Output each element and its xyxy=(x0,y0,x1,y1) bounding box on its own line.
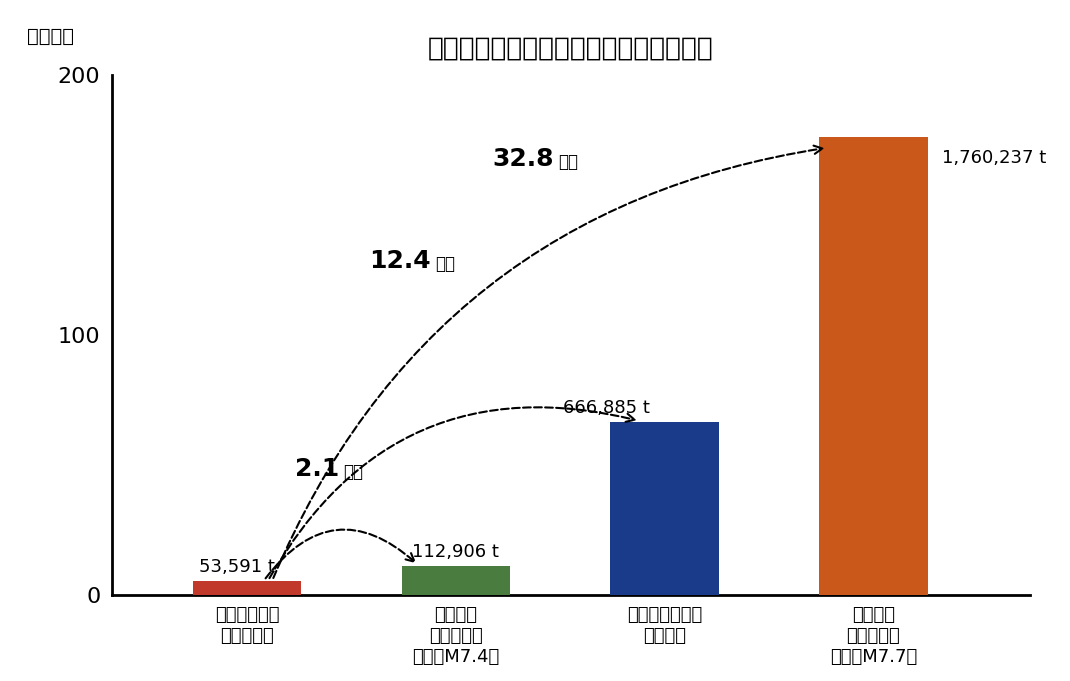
Title: 〈表１〉想定される災害廃棄物の発生量: 〈表１〉想定される災害廃棄物の発生量 xyxy=(428,35,714,61)
Bar xyxy=(610,422,719,595)
Text: 年分: 年分 xyxy=(435,255,455,272)
Text: （万ｔ）: （万ｔ） xyxy=(27,27,74,46)
Text: 32.8: 32.8 xyxy=(492,147,554,171)
Bar xyxy=(401,566,510,595)
Text: 53,591 t: 53,591 t xyxy=(199,558,275,576)
Text: 年分: 年分 xyxy=(343,463,363,481)
Text: 666,885 t: 666,885 t xyxy=(563,398,649,417)
Bar xyxy=(820,138,928,595)
Text: 1,760,237 t: 1,760,237 t xyxy=(943,149,1046,167)
Bar xyxy=(193,582,302,595)
Text: 112,906 t: 112,906 t xyxy=(413,543,500,560)
Text: 12.4: 12.4 xyxy=(369,249,431,272)
Text: 2.1: 2.1 xyxy=(295,457,339,481)
Text: 年分: 年分 xyxy=(559,153,578,171)
